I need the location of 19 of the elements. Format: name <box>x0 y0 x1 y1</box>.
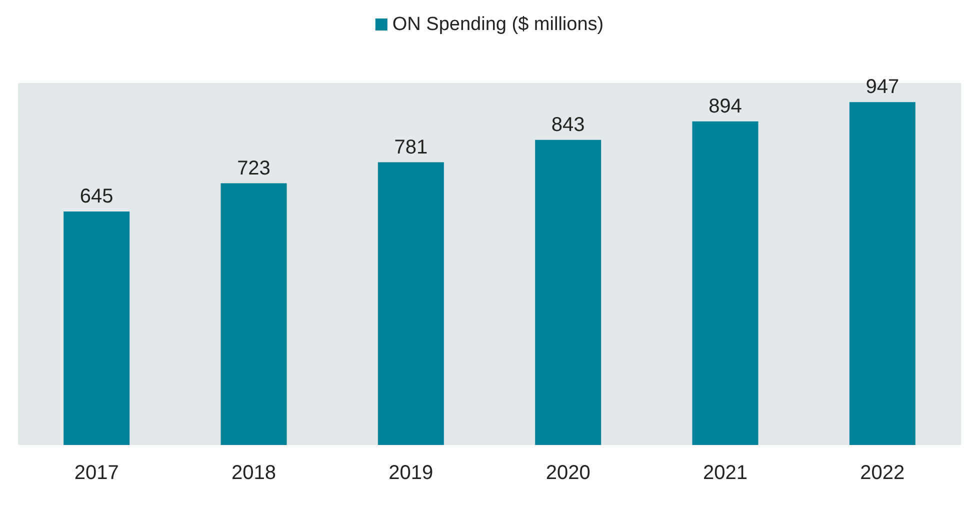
bar <box>535 140 602 445</box>
x-tick-label: 2022 <box>860 462 905 484</box>
x-tick-label: 2017 <box>74 462 119 484</box>
data-label: 894 <box>708 95 742 118</box>
data-label: 947 <box>866 76 900 98</box>
legend-label: ON Spending ($ millions) <box>392 14 604 35</box>
x-tick-label: 2021 <box>703 462 748 484</box>
data-label: 781 <box>394 136 428 158</box>
bar <box>692 121 758 445</box>
data-label: 843 <box>551 114 585 136</box>
bar <box>220 183 287 445</box>
bar <box>378 162 444 445</box>
x-tick-label: 2019 <box>388 462 434 484</box>
data-label: 645 <box>80 186 114 208</box>
bar <box>849 102 916 445</box>
x-tick-label: 2018 <box>232 462 276 484</box>
data-label: 723 <box>237 157 270 180</box>
bar <box>64 212 130 445</box>
x-tick-label: 2020 <box>546 462 590 484</box>
